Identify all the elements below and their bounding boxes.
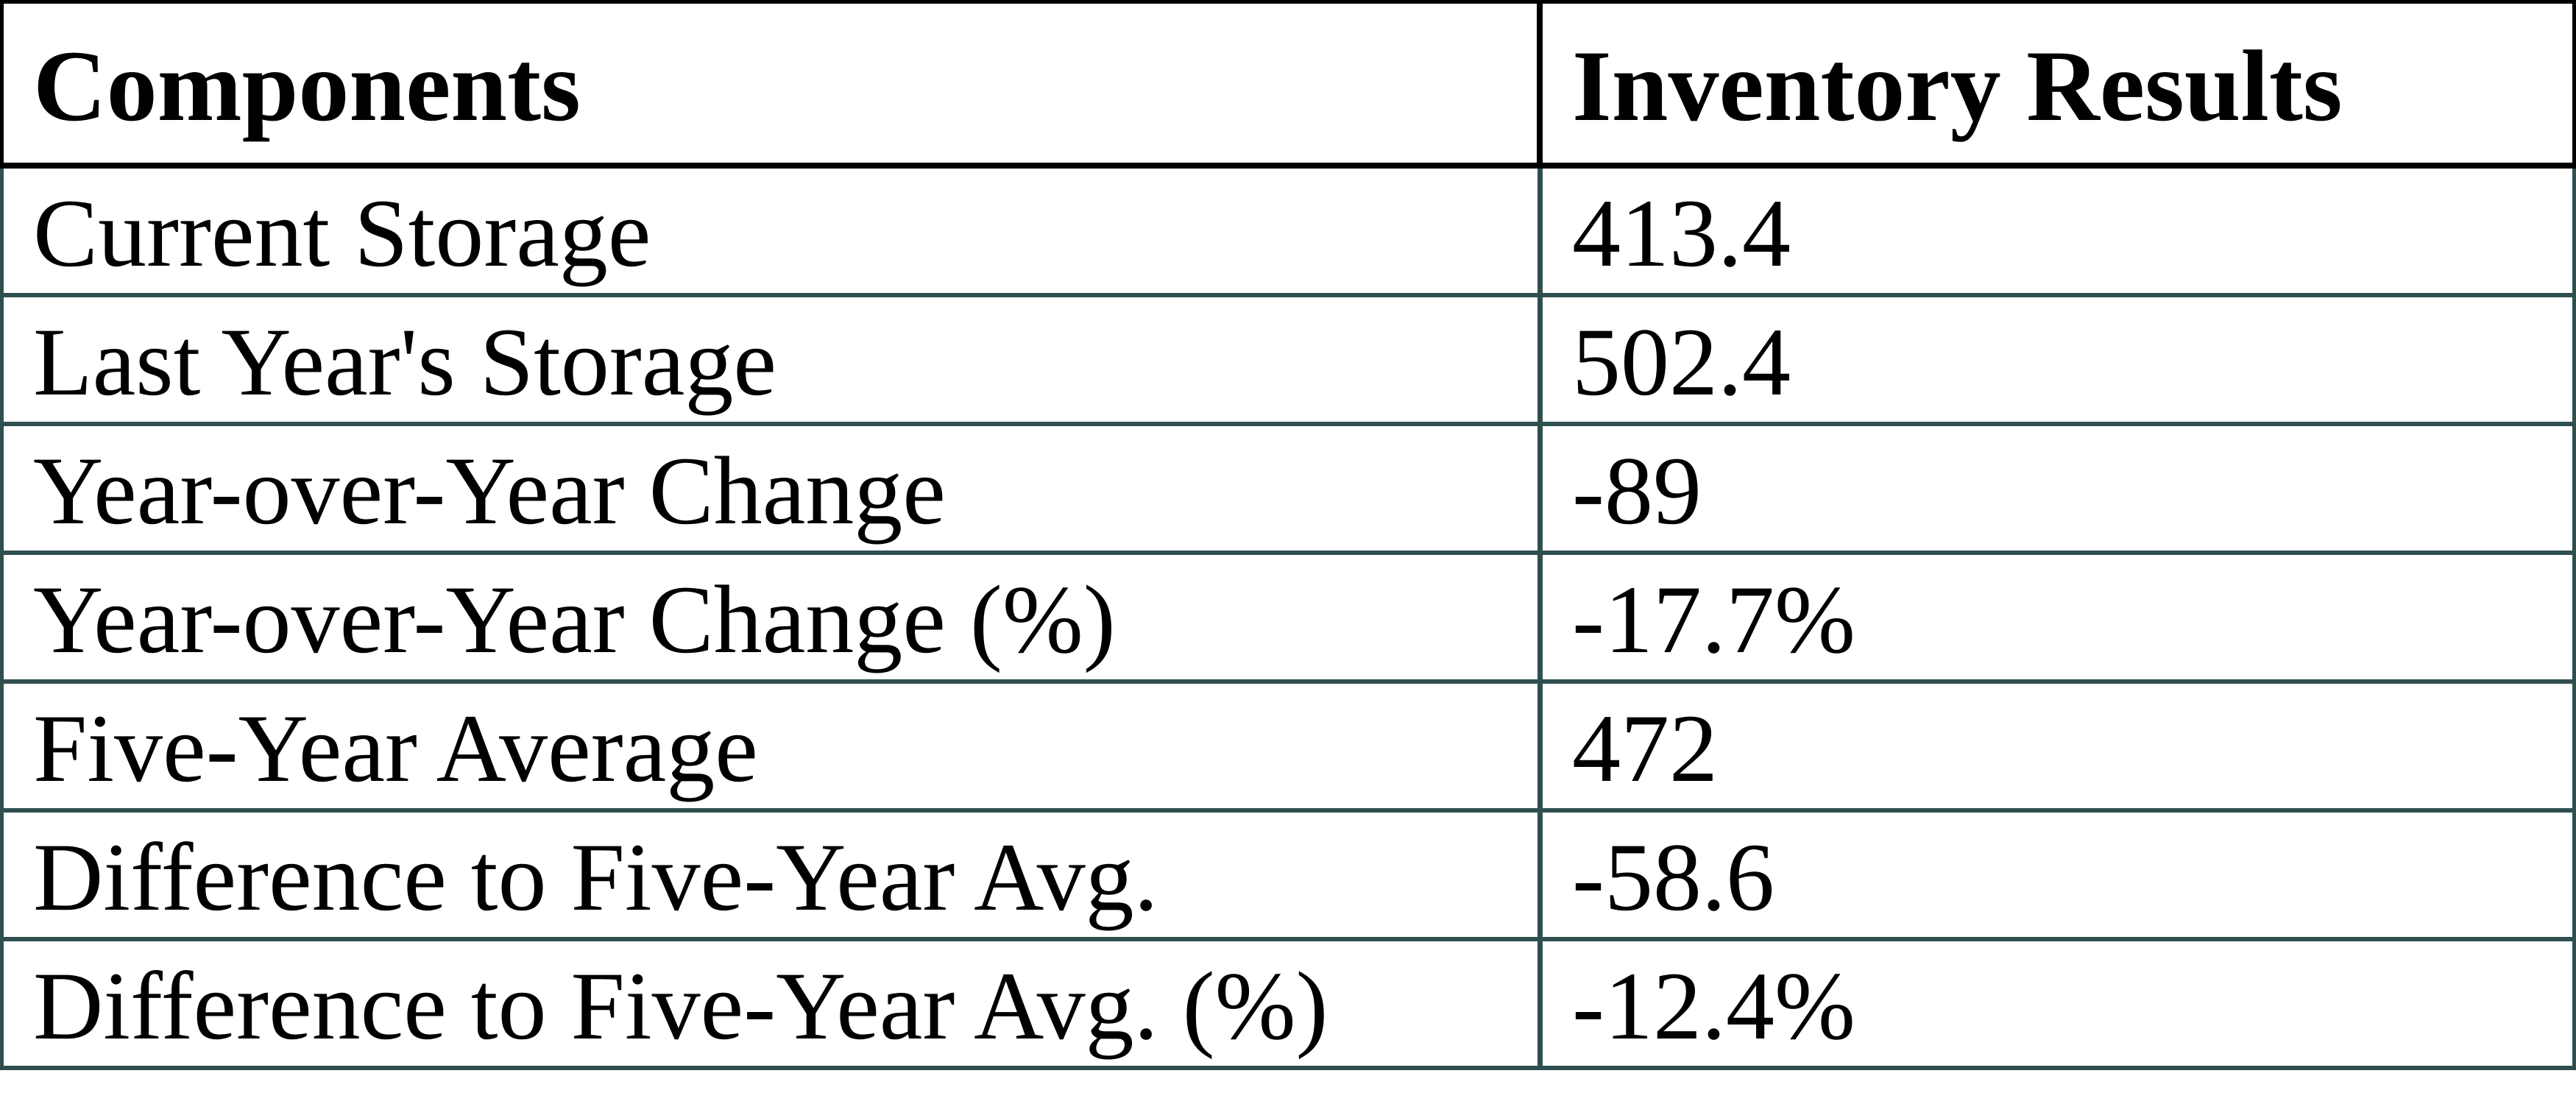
column-header-inventory-results: Inventory Results: [1543, 0, 2576, 169]
table-row: Difference to Five-Year Avg. -58.6: [0, 813, 2576, 941]
component-cell: Difference to Five-Year Avg.: [0, 813, 1543, 941]
component-cell: Current Storage: [0, 169, 1543, 297]
table-row: Year-over-Year Change (%) -17.7%: [0, 555, 2576, 684]
result-cell: 502.4: [1543, 297, 2576, 426]
table-row: Last Year's Storage 502.4: [0, 297, 2576, 426]
component-cell: Year-over-Year Change: [0, 426, 1543, 555]
result-cell: 472: [1543, 684, 2576, 813]
component-cell: Last Year's Storage: [0, 297, 1543, 426]
table-row: Five-Year Average 472: [0, 684, 2576, 813]
result-cell: -17.7%: [1543, 555, 2576, 684]
result-cell: -12.4%: [1543, 941, 2576, 1070]
component-cell: Year-over-Year Change (%): [0, 555, 1543, 684]
header-row: Components Inventory Results: [0, 0, 2576, 169]
table-row: Current Storage 413.4: [0, 169, 2576, 297]
result-cell: -58.6: [1543, 813, 2576, 941]
inventory-table: Components Inventory Results Current Sto…: [0, 0, 2576, 1070]
column-header-components: Components: [0, 0, 1543, 169]
table-row: Difference to Five-Year Avg. (%) -12.4%: [0, 941, 2576, 1070]
result-cell: 413.4: [1543, 169, 2576, 297]
table-row: Year-over-Year Change -89: [0, 426, 2576, 555]
component-cell: Five-Year Average: [0, 684, 1543, 813]
result-cell: -89: [1543, 426, 2576, 555]
component-cell: Difference to Five-Year Avg. (%): [0, 941, 1543, 1070]
